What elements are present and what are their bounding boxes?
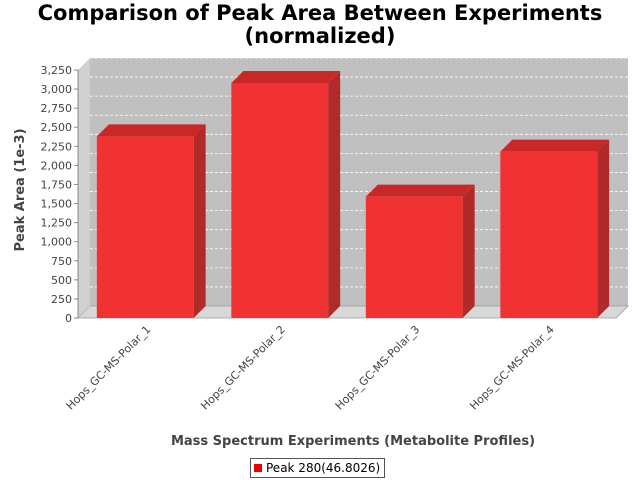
x-axis-label: Mass Spectrum Experiments (Metabolite Pr…: [171, 434, 535, 449]
x-tick-label: Hops_GC-MS-Polar_1: [64, 323, 154, 413]
y-tick-label: 1,750: [41, 178, 73, 191]
bar-front: [365, 196, 463, 318]
y-tick-label: 3,250: [41, 64, 73, 77]
bar: [365, 184, 475, 318]
y-tick-label: 2,250: [41, 140, 73, 153]
chart-title-line-2: (normalized): [244, 24, 396, 48]
bar: [231, 70, 341, 318]
bar-side: [328, 70, 341, 318]
y-tick-label: 1,500: [41, 198, 73, 211]
x-tick-label: Hops_GC-MS-Polar_2: [198, 323, 288, 413]
bar-side: [193, 124, 206, 318]
y-tick-label: 2,500: [41, 121, 73, 134]
plot-left-wall: [78, 58, 90, 318]
bars: [96, 70, 610, 318]
bar-side: [597, 139, 610, 318]
x-tick-label: Hops_GC-MS-Polar_3: [333, 323, 423, 413]
y-tick-label: 2,000: [41, 159, 73, 172]
y-tick-label: 500: [51, 274, 72, 287]
bar-top: [365, 184, 475, 197]
legend: Peak 280(46.8026): [250, 458, 386, 478]
bar-side: [462, 184, 475, 318]
y-axis: 0 250 500 750 1,000 1,250 1,500 1,750 2,000 2,250…: [41, 64, 79, 325]
bar-top: [500, 139, 610, 152]
y-tick-label: 3,000: [41, 83, 73, 96]
chart-title: Comparison of Peak Area Between Experime…: [0, 2, 640, 48]
y-axis-label: Peak Area (1e-3): [13, 128, 28, 251]
bar: [96, 124, 206, 318]
y-tick-label: 1,250: [41, 217, 73, 230]
y-tick-label: 1,000: [41, 236, 73, 249]
bar-front: [500, 151, 598, 318]
y-tick-label: 0: [65, 312, 72, 325]
x-axis: Hops_GC-MS-Polar_1 Hops_GC-MS-Polar_2 Hops…: [64, 323, 557, 413]
legend-swatch: [254, 464, 262, 472]
y-tick-label: 750: [51, 255, 72, 268]
bar-front: [96, 136, 194, 318]
y-tick-label: 2,750: [41, 102, 73, 115]
bar: [500, 139, 610, 318]
x-tick-label: Hops_GC-MS-Polar_4: [467, 323, 557, 413]
legend-label: Peak 280(46.8026): [266, 461, 381, 475]
bar-top: [231, 70, 341, 83]
chart-title-line-1: Comparison of Peak Area Between Experime…: [37, 1, 603, 25]
y-tick-label: 250: [51, 293, 72, 306]
bar-top: [96, 124, 206, 137]
bar-front: [231, 82, 329, 318]
